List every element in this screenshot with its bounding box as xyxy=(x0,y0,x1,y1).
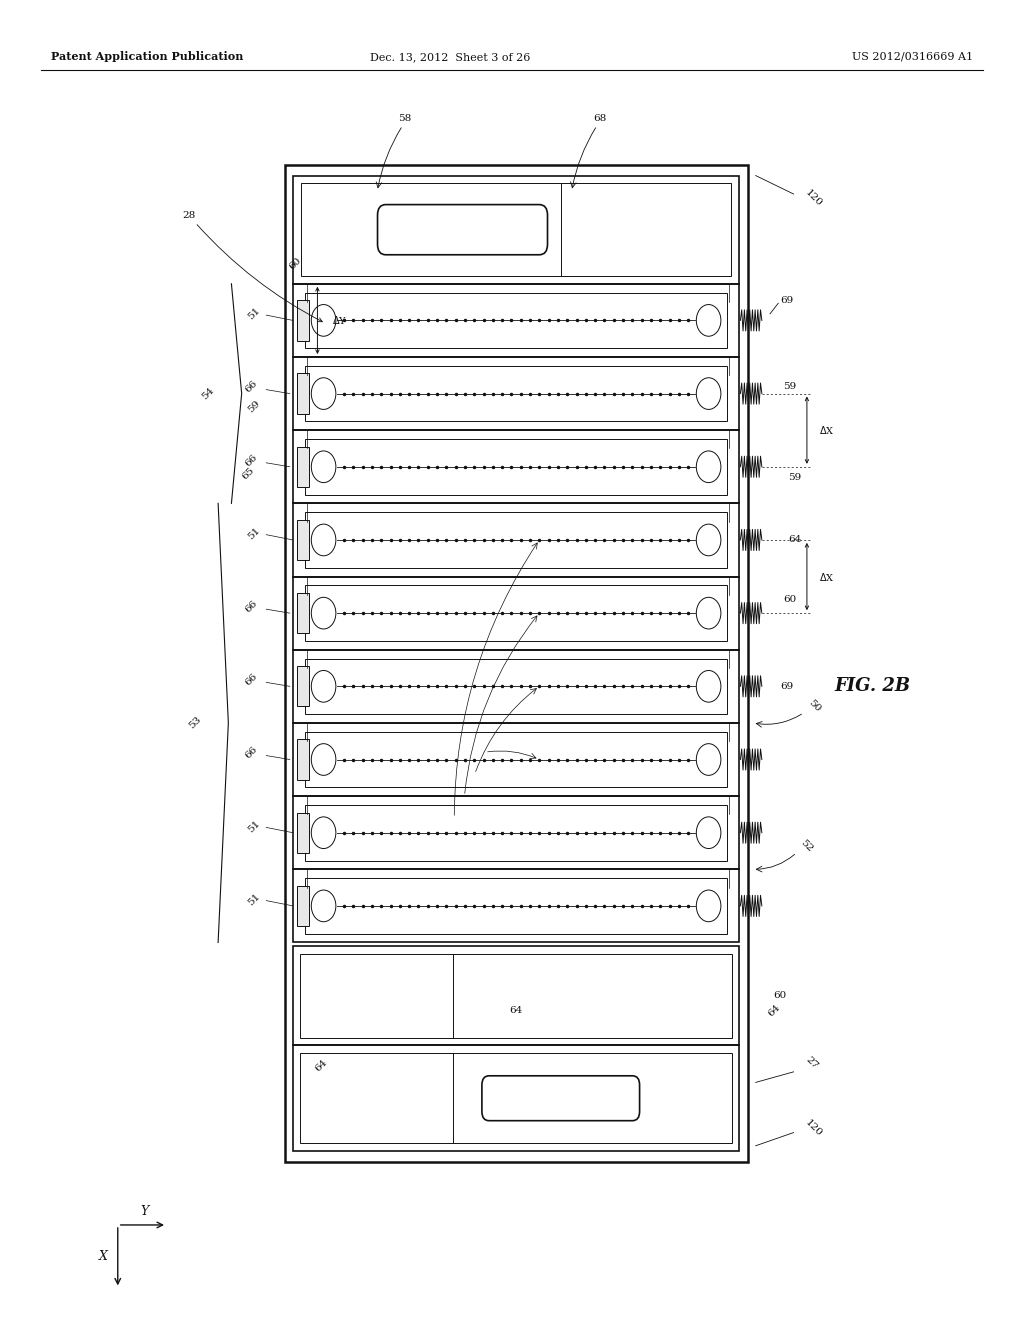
Circle shape xyxy=(311,743,336,775)
Text: 64: 64 xyxy=(313,1057,330,1073)
Bar xyxy=(293,284,739,356)
Bar xyxy=(297,520,309,560)
Text: 68: 68 xyxy=(593,115,606,123)
Text: 53: 53 xyxy=(187,715,203,731)
Text: Patent Application Publication: Patent Application Publication xyxy=(51,51,244,62)
Text: 120: 120 xyxy=(804,187,824,209)
Circle shape xyxy=(696,378,721,409)
Circle shape xyxy=(311,305,336,337)
Text: Dec. 13, 2012  Sheet 3 of 26: Dec. 13, 2012 Sheet 3 of 26 xyxy=(371,51,530,62)
Bar xyxy=(305,805,727,861)
FancyBboxPatch shape xyxy=(482,1076,640,1121)
Text: FIG. 2B: FIG. 2B xyxy=(835,677,910,696)
Text: 52: 52 xyxy=(799,838,814,854)
Text: 64: 64 xyxy=(510,1006,522,1015)
Bar xyxy=(305,585,727,642)
Text: 69: 69 xyxy=(780,682,794,690)
Text: X: X xyxy=(99,1250,108,1263)
Text: 69: 69 xyxy=(780,296,794,305)
Bar xyxy=(305,440,727,495)
Text: 51: 51 xyxy=(247,306,262,322)
Text: 60: 60 xyxy=(783,595,797,605)
Bar xyxy=(293,176,739,284)
Circle shape xyxy=(311,671,336,702)
Bar xyxy=(305,878,727,933)
Text: 59: 59 xyxy=(783,383,797,392)
Bar xyxy=(301,183,731,276)
Bar xyxy=(293,796,739,870)
Bar xyxy=(293,946,739,1045)
Circle shape xyxy=(311,890,336,921)
Bar xyxy=(293,723,739,796)
Circle shape xyxy=(696,890,721,921)
Bar xyxy=(300,1053,732,1143)
Circle shape xyxy=(311,817,336,849)
Text: 59: 59 xyxy=(247,399,262,414)
Circle shape xyxy=(696,305,721,337)
Bar xyxy=(297,300,309,341)
Bar xyxy=(293,430,739,503)
Bar xyxy=(293,1045,739,1151)
Bar xyxy=(297,813,309,853)
Circle shape xyxy=(311,451,336,483)
Bar xyxy=(297,446,309,487)
Circle shape xyxy=(696,743,721,775)
Text: 66: 66 xyxy=(244,744,259,760)
Bar xyxy=(293,870,739,942)
Text: $\Delta$X: $\Delta$X xyxy=(819,570,835,582)
Bar xyxy=(297,667,309,706)
Circle shape xyxy=(696,817,721,849)
Bar xyxy=(293,503,739,577)
Bar xyxy=(305,293,727,348)
Text: $\Delta$X: $\Delta$X xyxy=(819,424,835,436)
Bar xyxy=(297,593,309,634)
Bar xyxy=(300,954,732,1038)
Bar xyxy=(285,165,748,1162)
FancyBboxPatch shape xyxy=(378,205,548,255)
Text: 60: 60 xyxy=(288,256,303,272)
Text: 51: 51 xyxy=(247,525,262,541)
Text: 65: 65 xyxy=(241,466,256,482)
Text: 51: 51 xyxy=(247,818,262,834)
Text: US 2012/0316669 A1: US 2012/0316669 A1 xyxy=(852,51,973,62)
Text: 59: 59 xyxy=(788,473,802,482)
Bar xyxy=(297,739,309,780)
Text: Y: Y xyxy=(140,1205,148,1218)
Text: 58: 58 xyxy=(398,115,412,123)
Circle shape xyxy=(696,597,721,628)
Text: 64: 64 xyxy=(788,536,802,544)
Text: 66: 66 xyxy=(244,672,259,688)
Text: 66: 66 xyxy=(244,379,259,395)
Bar xyxy=(305,512,727,568)
Circle shape xyxy=(311,597,336,628)
Bar xyxy=(305,366,727,421)
Text: 66: 66 xyxy=(244,453,259,469)
Bar xyxy=(293,577,739,649)
Circle shape xyxy=(696,524,721,556)
Text: $\Delta$Y: $\Delta$Y xyxy=(332,314,347,326)
Bar xyxy=(297,886,309,927)
Text: 120: 120 xyxy=(804,1118,824,1139)
Text: 28: 28 xyxy=(182,211,323,322)
Text: 66: 66 xyxy=(244,599,259,614)
Circle shape xyxy=(696,671,721,702)
Circle shape xyxy=(311,524,336,556)
Bar xyxy=(297,374,309,413)
Circle shape xyxy=(311,378,336,409)
Text: 60: 60 xyxy=(773,991,786,1001)
Bar xyxy=(305,659,727,714)
Bar xyxy=(293,649,739,723)
Circle shape xyxy=(696,451,721,483)
Text: 50: 50 xyxy=(807,698,822,714)
Text: 54: 54 xyxy=(201,385,216,401)
Bar xyxy=(305,731,727,787)
Text: 27: 27 xyxy=(804,1055,819,1071)
Bar xyxy=(293,356,739,430)
Text: 64: 64 xyxy=(766,1003,781,1019)
Text: 51: 51 xyxy=(247,891,262,907)
